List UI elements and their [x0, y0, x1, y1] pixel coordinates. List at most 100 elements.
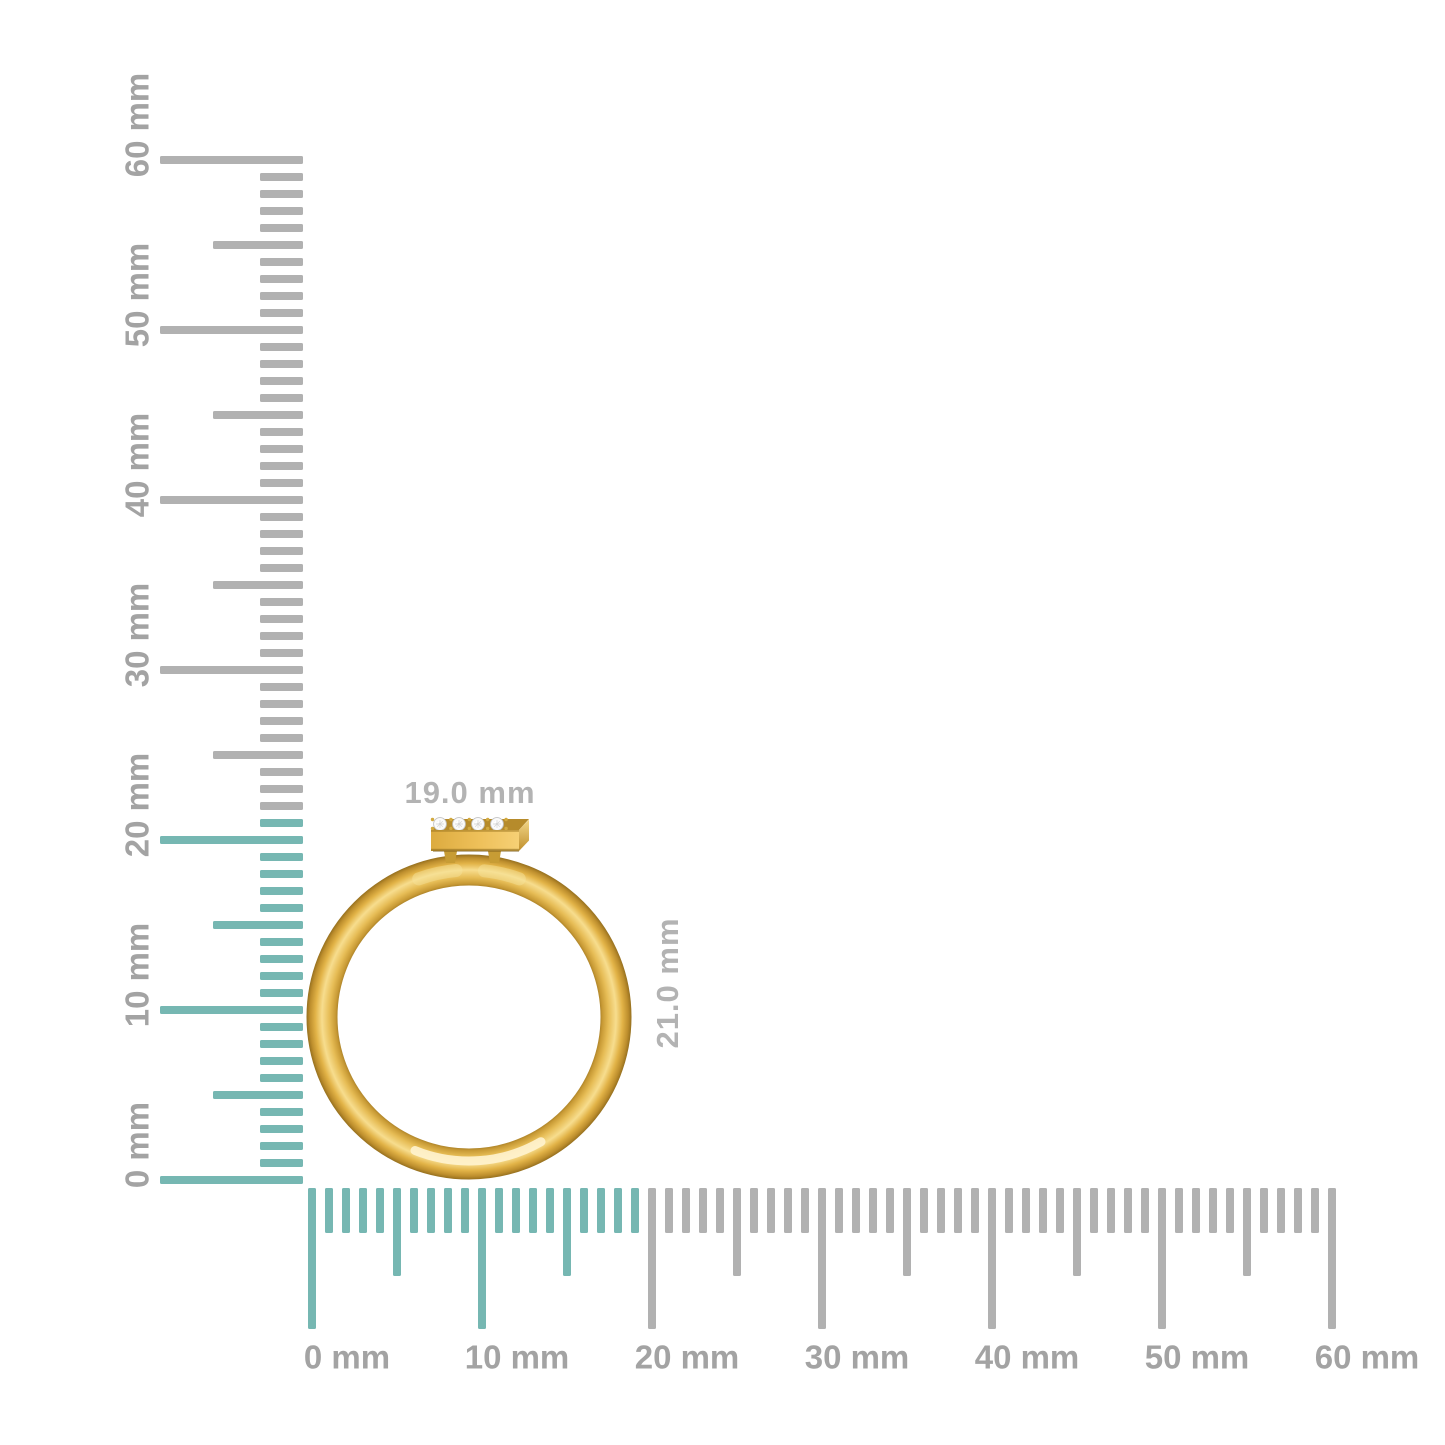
- ruler-label: 20 mm: [119, 753, 156, 858]
- ruler-tick: [835, 1188, 843, 1233]
- ruler-tick: [260, 462, 303, 470]
- ruler-tick: [260, 972, 303, 980]
- prong-dot: [486, 826, 490, 831]
- ruler-tick: [260, 683, 303, 691]
- ruler-label: 40 mm: [975, 1339, 1080, 1376]
- prong-dot: [467, 817, 471, 822]
- ruler-tick: [160, 1006, 303, 1014]
- ruler-tick: [886, 1188, 894, 1233]
- ruler-tick: [1022, 1188, 1030, 1233]
- ruler-tick: [260, 1142, 303, 1150]
- ruler-tick: [1141, 1188, 1149, 1233]
- ruler-tick: [1175, 1188, 1183, 1233]
- ruler-tick: [1090, 1188, 1098, 1233]
- ruler-tick: [260, 768, 303, 776]
- ruler-tick: [260, 190, 303, 198]
- ruler-tick: [359, 1188, 367, 1233]
- ruler-tick: [260, 224, 303, 232]
- ruler-tick: [393, 1188, 401, 1276]
- ruler-tick: [260, 479, 303, 487]
- bar-support-right: [488, 851, 501, 863]
- ruler-tick: [784, 1188, 792, 1233]
- diamond-sparkle: [494, 821, 497, 824]
- diamond-facets: [436, 820, 444, 828]
- ruler-tick: [852, 1188, 860, 1233]
- ruler-label: 0 mm: [304, 1339, 390, 1376]
- ruler-tick: [1073, 1188, 1081, 1276]
- ruler-tick: [260, 530, 303, 538]
- ruler-tick: [563, 1188, 571, 1276]
- ruler-tick: [733, 1188, 741, 1276]
- ruler-tick: [1056, 1188, 1064, 1233]
- ruler-tick: [376, 1188, 384, 1233]
- ruler-tick: [160, 326, 303, 334]
- prong-dot: [467, 826, 471, 831]
- ruler-label: 30 mm: [119, 583, 156, 688]
- ruler-tick: [444, 1188, 452, 1233]
- ruler-tick: [213, 241, 303, 249]
- ruler-tick: [213, 581, 303, 589]
- ruler-tick: [461, 1188, 469, 1233]
- ruler-tick: [160, 836, 303, 844]
- bar-support-left: [444, 851, 457, 863]
- ruler-tick: [260, 870, 303, 878]
- ruler-tick: [1107, 1188, 1115, 1233]
- ruler-tick: [512, 1188, 520, 1233]
- ruler-tick: [260, 445, 303, 453]
- ruler-tick: [801, 1188, 809, 1233]
- ruler-tick: [260, 377, 303, 385]
- ruler-tick: [750, 1188, 758, 1233]
- ruler-tick: [308, 1188, 316, 1329]
- ruler-tick: [818, 1188, 826, 1329]
- ruler-tick: [260, 785, 303, 793]
- ruler-tick: [529, 1188, 537, 1233]
- ruler-label: 50 mm: [119, 243, 156, 348]
- ruler-tick: [614, 1188, 622, 1233]
- prong-dot: [430, 826, 435, 831]
- ruler-tick: [260, 1159, 303, 1167]
- ruler-tick: [260, 309, 303, 317]
- ruler-tick: [1328, 1188, 1336, 1329]
- diamond-facets: [493, 820, 501, 828]
- ruler-tick: [937, 1188, 945, 1233]
- ring-band: [306, 854, 632, 1180]
- ruler-tick: [260, 615, 303, 623]
- ruler-tick: [260, 819, 303, 827]
- ruler-tick: [213, 411, 303, 419]
- ruler-tick: [495, 1188, 503, 1233]
- ruler-tick: [260, 1108, 303, 1116]
- ruler-tick: [213, 1091, 303, 1099]
- ruler-tick: [260, 394, 303, 402]
- ruler-tick: [260, 904, 303, 912]
- ruler-label: 0 mm: [119, 1102, 156, 1188]
- ruler-tick: [260, 173, 303, 181]
- ruler-tick: [665, 1188, 673, 1233]
- ruler-label: 10 mm: [119, 923, 156, 1028]
- prong-dot: [449, 826, 453, 831]
- height-dimension-label: 21.0 mm: [650, 917, 685, 1048]
- ruler-label: 50 mm: [1145, 1339, 1250, 1376]
- ruler-tick: [1294, 1188, 1302, 1233]
- ruler-tick: [971, 1188, 979, 1233]
- vertical-ruler-labels: 0 mm 10 mm 20 mm 30 mm 40 mm 50 mm 60 mm: [119, 73, 156, 1188]
- diamond-sparkle: [475, 821, 478, 824]
- ruler-tick: [260, 717, 303, 725]
- ruler-tick: [260, 1125, 303, 1133]
- ruler-tick: [1311, 1188, 1319, 1233]
- diamond-bar: [430, 817, 529, 863]
- diamond-sparkle: [456, 821, 459, 824]
- ruler-tick: [260, 598, 303, 606]
- ruler-tick: [260, 1040, 303, 1048]
- width-dimension-label: 19.0 mm: [404, 775, 535, 810]
- ruler-label: 60 mm: [1315, 1339, 1420, 1376]
- ruler-tick: [160, 156, 303, 164]
- ruler-label: 60 mm: [119, 73, 156, 178]
- ruler-tick: [954, 1188, 962, 1233]
- ruler-label: 40 mm: [119, 413, 156, 518]
- ruler-tick: [1158, 1188, 1166, 1329]
- ruler-tick: [213, 921, 303, 929]
- bar-side-face: [519, 819, 529, 851]
- diamond-facets: [474, 820, 482, 828]
- ruler-tick: [716, 1188, 724, 1233]
- ruler-tick: [260, 989, 303, 997]
